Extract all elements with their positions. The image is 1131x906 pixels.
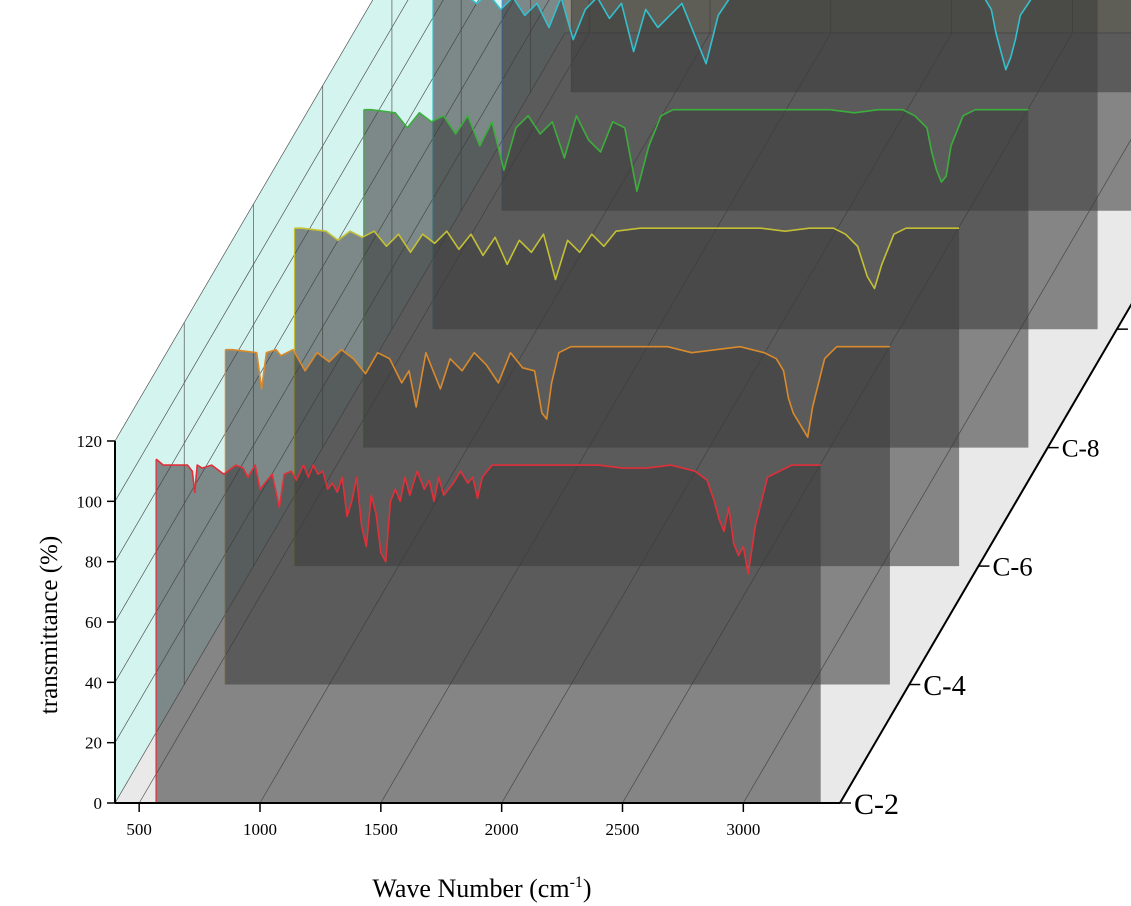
x-axis-label-end: ) [583, 874, 592, 903]
x-axis-label-main: Wave Number (cm [372, 874, 569, 903]
z-axis-line [839, 303, 1131, 804]
chart-series-layer [155, 0, 1131, 803]
grid-line-y [114, 0, 409, 502]
y-tick-label: 100 [77, 492, 103, 511]
chart-tick-labels: 0 20 40 60 80 100 120 500 1000 1500 2000 2500 3000 C-… [77, 318, 1131, 839]
series-line-c-8 [363, 108, 1029, 192]
grid-line-y [114, 0, 444, 562]
y-tick-label: 0 [94, 794, 103, 813]
y-tick-label: 80 [85, 553, 102, 572]
x-tick-label: 3000 [726, 820, 760, 839]
series-area-c-2 [156, 459, 821, 803]
x-axis-label: Wave Number (cm-1) [372, 874, 591, 903]
z-tick-label: C-8 [1062, 436, 1100, 463]
y-axis-label: transmittance (%) [36, 536, 63, 714]
y-tick-label: 60 [85, 613, 102, 632]
z-tick-label: C-4 [923, 671, 966, 702]
series-line-c-4 [225, 345, 890, 439]
y-tick-label: 120 [77, 432, 103, 451]
series-c-2 [155, 458, 821, 803]
x-tick-label: 1500 [364, 820, 398, 839]
y-tick-label: 20 [85, 734, 102, 753]
y-tick-label: 40 [85, 673, 102, 692]
x-tick-label: 2000 [485, 820, 519, 839]
series-line-c-6 [294, 227, 960, 290]
x-axis-label-unit-exponent: -1 [570, 874, 583, 891]
chart-axes [107, 303, 1131, 812]
z-tick-label: C-6 [992, 552, 1032, 582]
grid-line-y [114, 0, 374, 442]
z-tick-label: C-2 [854, 788, 899, 821]
x-tick-label: 2500 [606, 820, 640, 839]
x-tick-label: 1000 [243, 820, 277, 839]
series-line-c-2 [155, 458, 821, 575]
series-line-c-10 [470, 0, 1032, 71]
x-tick-label: 500 [126, 820, 152, 839]
